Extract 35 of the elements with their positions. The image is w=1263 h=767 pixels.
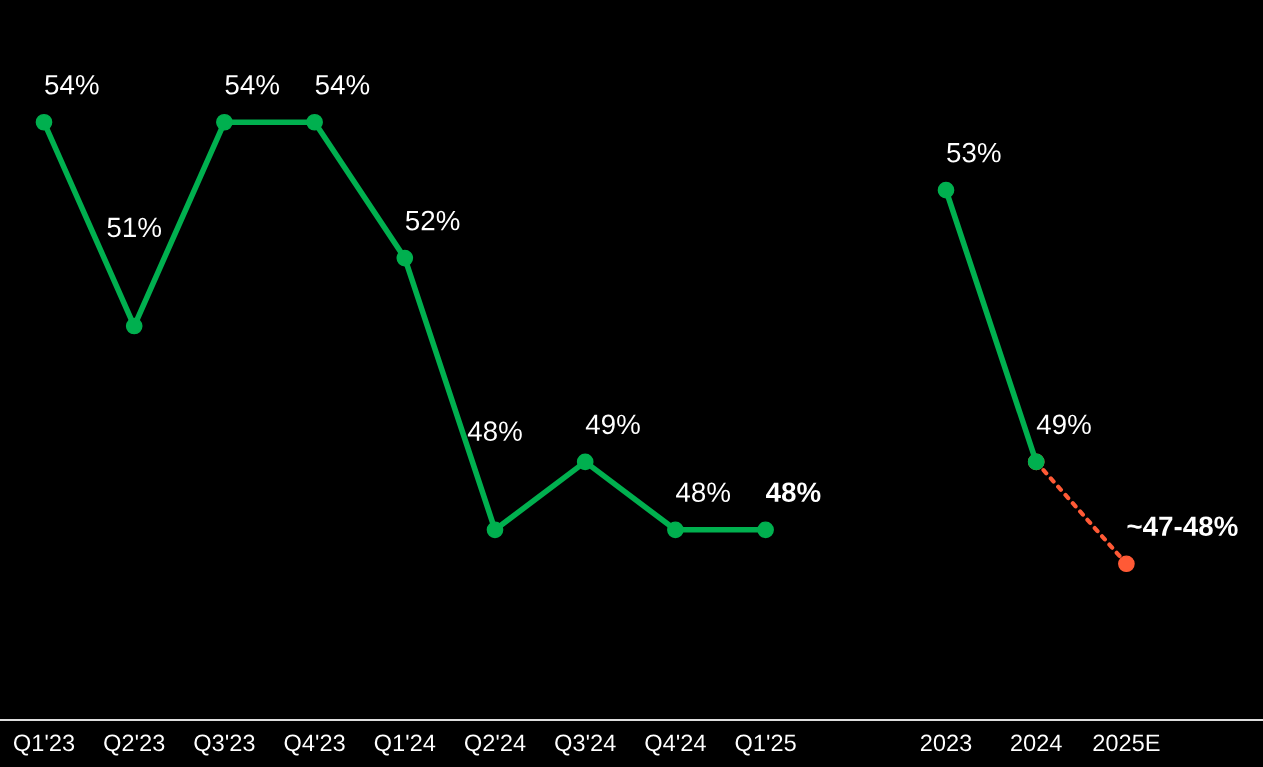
x-tick-label: Q3'24: [555, 734, 616, 756]
data-label: 48%: [676, 482, 731, 503]
point: [1118, 555, 1135, 573]
data-label: 49%: [585, 414, 640, 435]
data-label: 51%: [107, 217, 162, 238]
data-label: ~47-48%: [1127, 516, 1238, 537]
point: [396, 249, 414, 267]
point: [216, 113, 233, 131]
point: [757, 521, 774, 539]
x-tick-label: Q1'25: [735, 734, 796, 756]
x-tick-label: 2025E: [1093, 734, 1160, 752]
point: [486, 521, 504, 539]
point: [576, 453, 594, 471]
x-tick-label: Q1'23: [13, 734, 75, 756]
point: [937, 181, 955, 199]
data-label: 48%: [766, 482, 821, 503]
data-label: 54%: [315, 75, 370, 95]
x-tick-label: Q1'24: [374, 734, 436, 756]
data-label: 52%: [405, 210, 460, 231]
x-tick-label: 2024: [1011, 734, 1062, 752]
x-tick-label: Q4'24: [645, 734, 706, 756]
data-label: 48%: [467, 421, 522, 441]
data-label: 54%: [225, 75, 280, 95]
point: [306, 113, 323, 131]
point: [667, 521, 684, 539]
x-tick-label: Q3'23: [194, 734, 255, 756]
data-label: 54%: [45, 75, 99, 95]
x-tick-label: Q2'23: [104, 734, 165, 756]
point: [125, 317, 143, 335]
data-label: 53%: [947, 142, 1001, 163]
x-tick-label: Q2'24: [464, 734, 526, 756]
x-tick-label: 2023: [920, 734, 972, 752]
data-label: 49%: [1036, 414, 1091, 435]
x-tick-label: Q4'23: [284, 734, 345, 756]
point: [35, 113, 53, 131]
